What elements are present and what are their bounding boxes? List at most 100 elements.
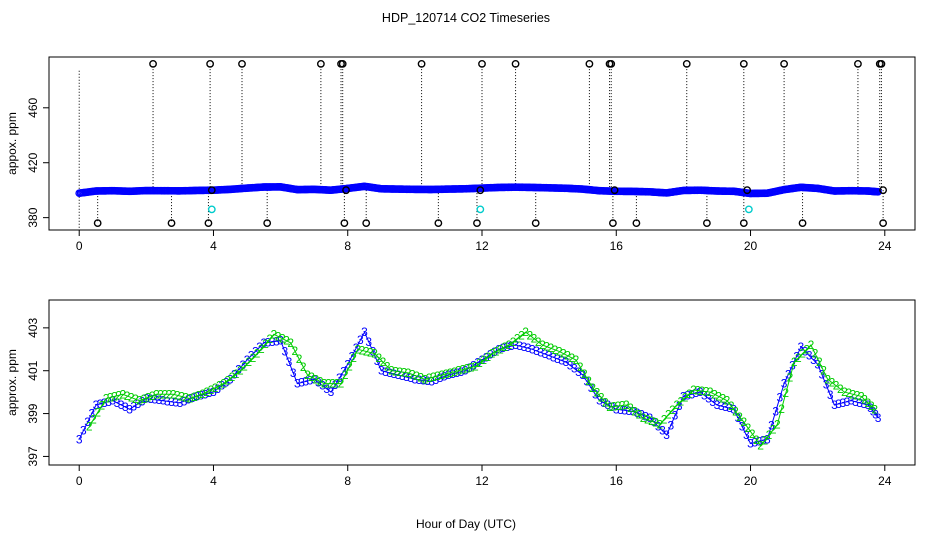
data-point-3: 3 bbox=[655, 419, 662, 433]
data-point-2: 2 bbox=[753, 433, 760, 447]
outlier-point-low bbox=[798, 219, 807, 228]
data-point-3: 3 bbox=[344, 357, 351, 371]
data-point-3: 3 bbox=[214, 382, 221, 396]
data-point-3: 3 bbox=[302, 374, 309, 388]
y-tick-label-top: 420 bbox=[26, 152, 40, 172]
data-point-2: 2 bbox=[413, 369, 420, 383]
data-point-2: 2 bbox=[657, 417, 664, 431]
data-point-3: 3 bbox=[512, 338, 519, 352]
data-point-3: 3 bbox=[428, 374, 435, 388]
data-point-3: 3 bbox=[739, 419, 746, 433]
data-point-3: 3 bbox=[290, 366, 297, 380]
data-point-3: 3 bbox=[819, 367, 826, 381]
data-point-3: 3 bbox=[659, 424, 666, 438]
data-point-2: 2 bbox=[191, 390, 198, 404]
data-point-3: 3 bbox=[584, 374, 591, 388]
data-point-2: 2 bbox=[140, 392, 147, 406]
data-point-3: 3 bbox=[525, 341, 532, 355]
data-point-3: 3 bbox=[474, 356, 481, 370]
data-point-2: 2 bbox=[90, 412, 97, 426]
data-point-3: 3 bbox=[680, 389, 687, 403]
data-point-3: 3 bbox=[307, 373, 314, 387]
data-point-3: 3 bbox=[433, 373, 440, 387]
data-point-2: 2 bbox=[338, 377, 345, 391]
data-point-3: 3 bbox=[798, 340, 805, 354]
data-point-2: 2 bbox=[367, 346, 374, 360]
data-point-3: 3 bbox=[563, 355, 570, 369]
data-point-2: 2 bbox=[199, 387, 206, 401]
data-point-2: 2 bbox=[686, 387, 693, 401]
data-point-2: 2 bbox=[375, 351, 382, 365]
data-point-3: 3 bbox=[600, 396, 607, 410]
data-point-2: 2 bbox=[237, 364, 244, 378]
data-point-2: 2 bbox=[577, 360, 584, 374]
data-point-3: 3 bbox=[151, 393, 158, 407]
data-point-2: 2 bbox=[808, 338, 815, 352]
data-point-3: 3 bbox=[412, 372, 419, 386]
data-point-3: 3 bbox=[407, 371, 414, 385]
data-point-2: 2 bbox=[585, 374, 592, 388]
data-point-3: 3 bbox=[227, 372, 234, 386]
x-tick-label-bottom: 12 bbox=[475, 474, 489, 488]
highlight-point bbox=[744, 205, 753, 214]
data-point-3: 3 bbox=[848, 394, 855, 408]
data-point-3: 3 bbox=[852, 395, 859, 409]
data-point-3: 3 bbox=[642, 409, 649, 423]
data-point-2: 2 bbox=[245, 355, 252, 369]
data-point-2: 2 bbox=[115, 388, 122, 402]
data-point-3: 3 bbox=[693, 386, 700, 400]
data-point-2: 2 bbox=[861, 393, 868, 407]
data-point-2: 2 bbox=[174, 388, 181, 402]
data-point-2: 2 bbox=[405, 366, 412, 380]
data-point-3: 3 bbox=[537, 346, 544, 360]
data-point-2: 2 bbox=[803, 342, 810, 356]
data-point-3: 3 bbox=[365, 335, 372, 349]
x-tick-label-top: 16 bbox=[610, 239, 624, 253]
data-point-3: 3 bbox=[323, 382, 330, 396]
y-tick-label-bottom: 397 bbox=[26, 446, 40, 466]
data-point-3: 3 bbox=[718, 399, 725, 413]
data-point-2: 2 bbox=[644, 412, 651, 426]
data-point-2: 2 bbox=[132, 392, 139, 406]
data-point-2: 2 bbox=[422, 372, 429, 386]
data-point-2: 2 bbox=[543, 340, 550, 354]
data-point-3: 3 bbox=[663, 428, 670, 442]
data-point-2: 2 bbox=[858, 389, 865, 403]
outlier-point-low bbox=[702, 219, 711, 228]
data-point-2: 2 bbox=[229, 370, 236, 384]
panel-top: 0 4 8 12 16 20 24 380 420 460 appox. ppm bbox=[5, 56, 916, 253]
x-tick-label-top: 4 bbox=[210, 239, 217, 253]
data-point-2: 2 bbox=[354, 342, 361, 356]
outlier-point-low bbox=[340, 219, 349, 228]
data-point-3: 3 bbox=[672, 409, 679, 423]
data-point-3: 3 bbox=[785, 367, 792, 381]
data-point-2: 2 bbox=[820, 364, 827, 378]
data-point-3: 3 bbox=[793, 349, 800, 363]
data-point-2: 2 bbox=[615, 399, 622, 413]
data-point-2: 2 bbox=[313, 372, 320, 386]
data-point-2: 2 bbox=[250, 351, 257, 365]
data-point-2: 2 bbox=[719, 392, 726, 406]
data-point-2: 2 bbox=[480, 353, 487, 367]
data-point-2: 2 bbox=[447, 366, 454, 380]
data-point-2: 2 bbox=[850, 387, 857, 401]
data-point-3: 3 bbox=[361, 325, 368, 339]
data-point-2: 2 bbox=[426, 371, 433, 385]
data-point-2: 2 bbox=[380, 355, 387, 369]
outlier-point-low bbox=[632, 219, 641, 228]
data-point-3: 3 bbox=[168, 395, 175, 409]
data-point-2: 2 bbox=[342, 368, 349, 382]
data-point-2: 2 bbox=[283, 334, 290, 348]
series-line-2 bbox=[88, 331, 876, 447]
data-point-2: 2 bbox=[187, 392, 194, 406]
data-point-2: 2 bbox=[233, 367, 240, 381]
data-point-3: 3 bbox=[735, 411, 742, 425]
data-point-2: 2 bbox=[409, 367, 416, 381]
data-point-3: 3 bbox=[751, 436, 758, 450]
data-point-2: 2 bbox=[547, 341, 554, 355]
y-axis-title-top: appox. ppm bbox=[5, 112, 19, 175]
data-point-3: 3 bbox=[84, 415, 91, 429]
data-point-3: 3 bbox=[827, 388, 834, 402]
outlier-point-high bbox=[316, 59, 325, 68]
data-point-2: 2 bbox=[526, 328, 533, 342]
